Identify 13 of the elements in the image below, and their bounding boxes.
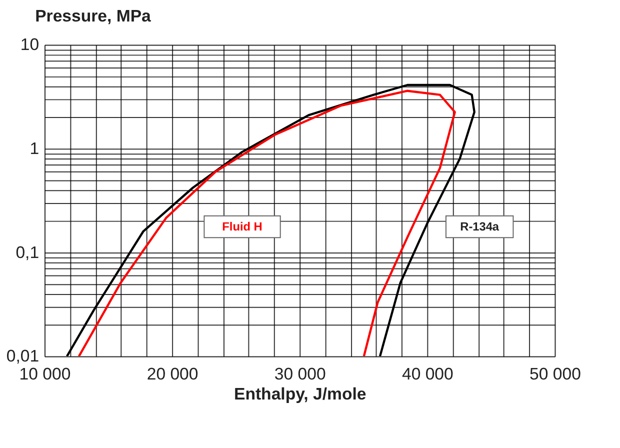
y-tick-label: 1 (30, 139, 40, 158)
y-tick-label: 0,1 (16, 242, 40, 262)
y-tick-label: 0,01 (6, 346, 40, 366)
x-tick-label: 10 000 (19, 364, 71, 384)
x-axis-title: Enthalpy, J/mole (234, 384, 366, 404)
x-tick-label: 20 000 (146, 364, 198, 384)
x-tick-label: 50 000 (530, 364, 581, 384)
y-tick-label: 10 (20, 35, 40, 54)
x-tick-label: 30 000 (274, 364, 326, 384)
x-tick-label: 40 000 (402, 364, 454, 384)
text: R-134a (460, 220, 500, 234)
y-axis-title: Pressure, MPa (35, 6, 152, 26)
text: Fluid H (222, 220, 262, 234)
